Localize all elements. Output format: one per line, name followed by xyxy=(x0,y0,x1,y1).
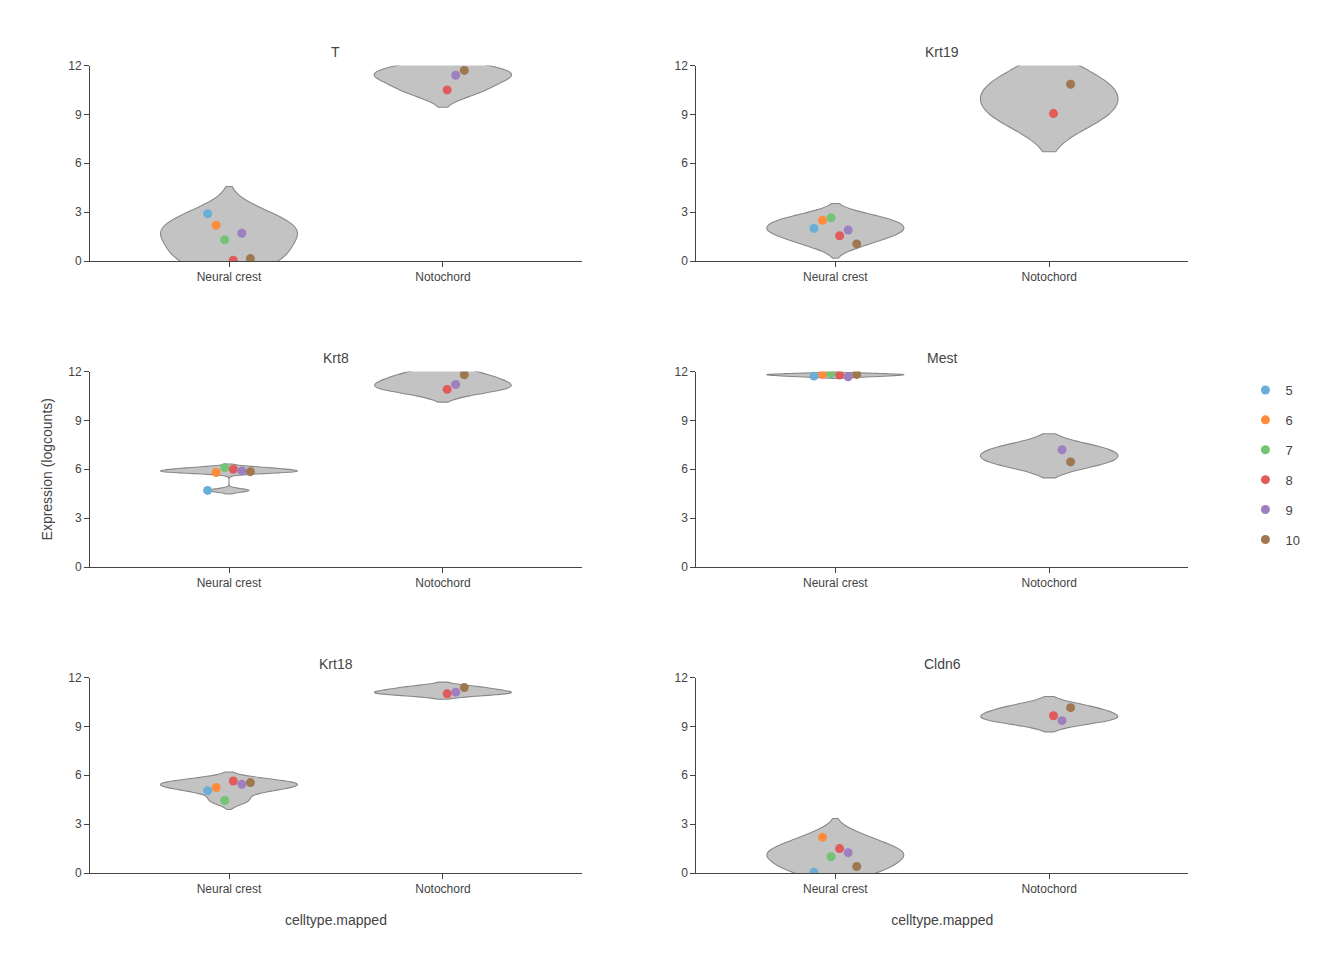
svg-text:Notochord: Notochord xyxy=(1022,882,1077,896)
svg-text:6: 6 xyxy=(75,156,82,170)
svg-text:Neural crest: Neural crest xyxy=(197,882,262,896)
svg-text:6: 6 xyxy=(75,768,82,782)
svg-text:3: 3 xyxy=(681,205,688,219)
svg-text:Neural crest: Neural crest xyxy=(803,270,868,284)
svg-text:12: 12 xyxy=(675,671,689,685)
svg-text:0: 0 xyxy=(681,254,688,268)
svg-text:3: 3 xyxy=(75,817,82,831)
svg-text:9: 9 xyxy=(681,414,688,428)
svg-text:celltype.mapped: celltype.mapped xyxy=(891,912,993,928)
svg-text:Neural crest: Neural crest xyxy=(803,576,868,590)
svg-text:Krt8: Krt8 xyxy=(323,350,349,366)
svg-text:7: 7 xyxy=(1285,443,1292,458)
svg-text:Notochord: Notochord xyxy=(415,576,470,590)
svg-text:3: 3 xyxy=(681,511,688,525)
svg-text:12: 12 xyxy=(68,671,82,685)
svg-text:Krt18: Krt18 xyxy=(319,656,353,672)
svg-text:12: 12 xyxy=(675,59,689,73)
svg-text:6: 6 xyxy=(681,156,688,170)
svg-text:12: 12 xyxy=(675,365,689,379)
svg-text:3: 3 xyxy=(681,817,688,831)
svg-text:6: 6 xyxy=(75,462,82,476)
svg-text:T: T xyxy=(331,44,340,60)
svg-text:9: 9 xyxy=(681,108,688,122)
svg-text:9: 9 xyxy=(681,720,688,734)
svg-text:12: 12 xyxy=(68,365,82,379)
svg-text:0: 0 xyxy=(75,866,82,880)
svg-text:Notochord: Notochord xyxy=(1022,270,1077,284)
svg-text:9: 9 xyxy=(75,720,82,734)
svg-text:Neural crest: Neural crest xyxy=(197,576,262,590)
svg-text:0: 0 xyxy=(75,254,82,268)
svg-text:0: 0 xyxy=(681,560,688,574)
svg-text:Neural crest: Neural crest xyxy=(197,270,262,284)
svg-text:6: 6 xyxy=(681,768,688,782)
svg-text:8: 8 xyxy=(1285,473,1292,488)
svg-text:5: 5 xyxy=(1285,383,1292,398)
svg-text:Krt19: Krt19 xyxy=(925,44,959,60)
svg-text:9: 9 xyxy=(75,108,82,122)
svg-text:12: 12 xyxy=(68,59,82,73)
svg-text:0: 0 xyxy=(75,560,82,574)
svg-text:9: 9 xyxy=(1285,503,1292,518)
svg-text:Notochord: Notochord xyxy=(415,270,470,284)
svg-text:3: 3 xyxy=(75,205,82,219)
svg-text:Cldn6: Cldn6 xyxy=(924,656,961,672)
svg-text:3: 3 xyxy=(75,511,82,525)
svg-text:10: 10 xyxy=(1285,533,1299,548)
svg-text:Neural crest: Neural crest xyxy=(803,882,868,896)
svg-text:6: 6 xyxy=(681,462,688,476)
svg-text:Expression (logcounts): Expression (logcounts) xyxy=(39,398,55,540)
svg-text:Mest: Mest xyxy=(927,350,957,366)
svg-text:celltype.mapped: celltype.mapped xyxy=(285,912,387,928)
svg-text:9: 9 xyxy=(75,414,82,428)
svg-text:Notochord: Notochord xyxy=(1022,576,1077,590)
svg-text:0: 0 xyxy=(681,866,688,880)
svg-text:Notochord: Notochord xyxy=(415,882,470,896)
svg-text:6: 6 xyxy=(1285,413,1292,428)
